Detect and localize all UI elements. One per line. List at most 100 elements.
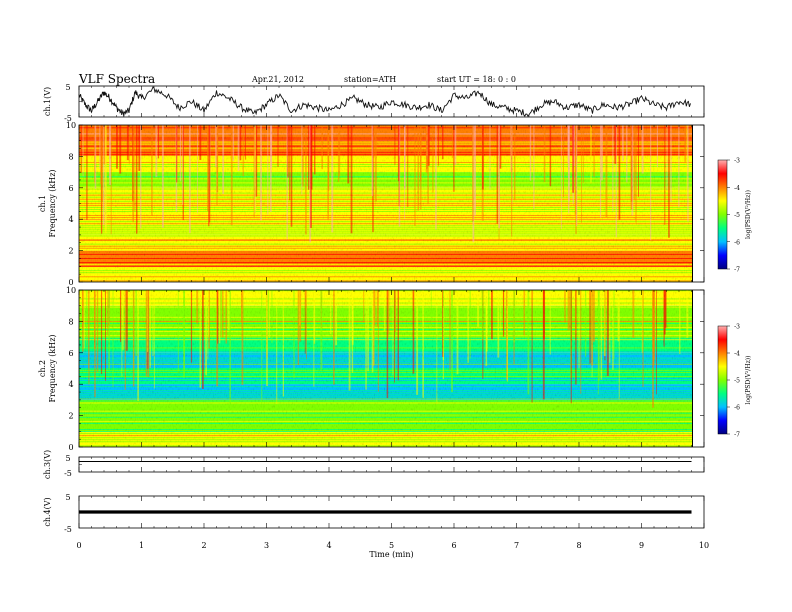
spec1-spike xyxy=(543,125,546,182)
spec1-stripe xyxy=(79,198,692,200)
ch3-ylabel: ch.3(V) xyxy=(43,450,52,479)
spec2-ytick-label: 4 xyxy=(68,380,73,389)
spec1-stripe xyxy=(79,268,692,270)
spec2-spike xyxy=(229,290,231,406)
spec1-spike xyxy=(631,125,634,216)
spec1-spike xyxy=(232,125,235,162)
spec1-spike xyxy=(222,125,225,194)
spec1-stripe xyxy=(79,143,692,145)
spec2-stripe xyxy=(79,339,692,341)
spec2-ytick-label: 6 xyxy=(68,349,73,358)
spec1-channel-label: ch.1 xyxy=(38,195,47,212)
spec2-stripe xyxy=(79,414,692,416)
spec1-spike xyxy=(427,125,430,166)
x-tick-label: 1 xyxy=(139,541,144,550)
spec1-spike xyxy=(289,125,291,201)
spec1-band xyxy=(79,234,692,251)
spec1-spike xyxy=(633,125,636,201)
spec2-spike xyxy=(584,290,587,357)
spec1-spike xyxy=(277,125,279,168)
spec2-spike xyxy=(422,290,425,398)
spec2-stripe xyxy=(79,294,692,296)
spec1-spike xyxy=(549,125,552,187)
spec1-stripe xyxy=(79,202,692,204)
spec1-stripe xyxy=(79,190,692,192)
spec2-spike xyxy=(641,290,643,353)
spec2-stripe xyxy=(79,418,692,420)
spec2-stripe xyxy=(79,425,692,426)
spec1-spike xyxy=(686,125,688,198)
spec1-spike xyxy=(664,125,666,225)
spec2-spike xyxy=(469,290,471,359)
spec1-spike xyxy=(267,125,269,215)
spec1-spike xyxy=(176,125,178,183)
spec1-stripe xyxy=(79,239,692,241)
spec2-spike xyxy=(218,290,221,344)
spec1-stripe xyxy=(79,255,692,257)
spec2-spike xyxy=(105,290,106,381)
spec1-spike xyxy=(454,125,457,165)
spec2-stripe xyxy=(79,445,692,447)
spec1-spike xyxy=(94,125,97,189)
spec1-stripe xyxy=(79,157,692,159)
spec2-stripe xyxy=(79,437,692,439)
spec2-spike xyxy=(135,290,138,357)
spec2-spike xyxy=(531,290,533,403)
spec1-stripe xyxy=(79,233,692,235)
spec1-spike xyxy=(533,125,535,210)
spec1-ytick-label: 4 xyxy=(68,215,73,224)
spec2-spike xyxy=(266,290,268,386)
spec1-spike xyxy=(600,125,603,181)
spec2-stripe xyxy=(79,359,692,361)
spec2-stripe xyxy=(79,441,692,443)
spec1-stripe xyxy=(79,262,692,263)
spec2-spike xyxy=(205,290,207,376)
spec1-colorbar-label: log(PSD(V²/Hz)) xyxy=(745,190,752,239)
spec1-stripe xyxy=(79,141,692,143)
spec2-stripe xyxy=(79,333,692,335)
spec2-stripe xyxy=(79,290,692,292)
spec1-colorbar-tick-label: -5 xyxy=(734,212,740,219)
spec2-spike xyxy=(241,290,244,385)
spec2-spike xyxy=(122,290,124,351)
spec1-stripe xyxy=(79,196,692,198)
x-tick-label: 10 xyxy=(699,541,709,550)
spec1-spike xyxy=(426,125,428,170)
spec1-spike xyxy=(435,125,437,230)
spec2-spike xyxy=(348,290,351,391)
x-tick-label: 9 xyxy=(639,541,644,550)
spec2-spike xyxy=(152,290,154,357)
spec2-spike xyxy=(500,290,502,332)
spec1-spike xyxy=(102,125,105,225)
spec1-colorbar-tick-label: -6 xyxy=(734,239,740,246)
spec1-colorbar-tick-label: -7 xyxy=(734,267,740,274)
spec2-spike xyxy=(304,290,306,354)
spec2-stripe xyxy=(79,306,692,308)
spec1-spike xyxy=(80,125,82,173)
spec2-spike xyxy=(575,290,577,334)
spec2-stripe xyxy=(79,318,692,320)
spec2-spike xyxy=(589,290,591,364)
spec2-stripe xyxy=(79,349,692,351)
spec2-spike xyxy=(225,290,228,344)
spec2-spike xyxy=(377,290,379,392)
spec1-spike xyxy=(472,125,474,222)
spec1-spike xyxy=(104,125,107,234)
ch1-ytick-top: 5 xyxy=(65,83,70,92)
spec2-stripe xyxy=(79,380,692,382)
spec2-spike xyxy=(388,290,390,334)
spec1-spike xyxy=(286,125,288,240)
spec2-spike xyxy=(201,290,204,389)
spec1-spike xyxy=(209,125,211,223)
spec2-stripe xyxy=(79,298,692,300)
spec2-ytick-label: 8 xyxy=(68,317,73,326)
spec2-spike xyxy=(442,290,444,352)
spec2-stripe xyxy=(79,390,692,392)
spec1-data-end xyxy=(692,125,693,282)
ch3-ytick-bottom: -5 xyxy=(64,469,72,478)
spec2-colorbar xyxy=(717,325,728,435)
spec1-spike xyxy=(314,125,316,175)
ch1-trace xyxy=(78,86,691,118)
spec1-spike xyxy=(102,125,104,203)
